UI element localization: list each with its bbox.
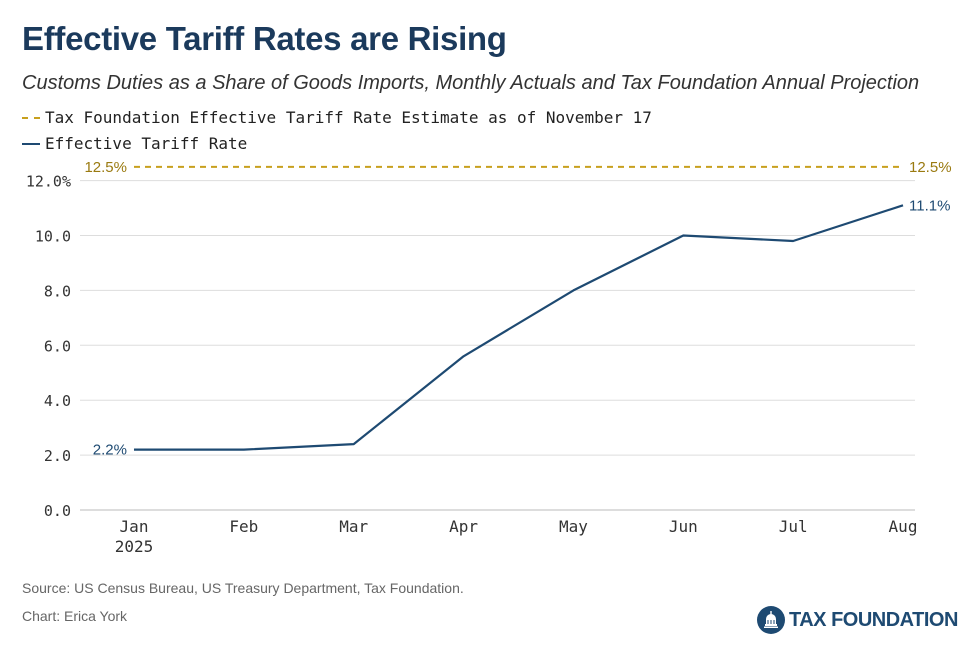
x-tick-label-jul: Jul — [779, 517, 808, 536]
chart-title: Effective Tariff Rates are Rising — [22, 20, 507, 57]
y-tick-label-0: 0.0 — [44, 502, 71, 520]
legend-item-rate: Effective Tariff Rate — [22, 134, 247, 153]
legend-swatch-rate — [22, 142, 40, 145]
chart-credit: Chart: Erica York — [22, 608, 128, 624]
x-tick-label-mar: Mar — [339, 517, 368, 536]
x-tick-label-apr: Apr — [449, 517, 478, 536]
legend-label-rate: Effective Tariff Rate — [45, 134, 248, 153]
x-tick-label-aug: Aug — [889, 517, 918, 536]
x-tick-label-jun: Jun — [669, 517, 698, 536]
x-tick-label-feb: Feb — [229, 517, 258, 536]
y-tick-label-12: 12.0% — [26, 173, 71, 191]
legend-item-estimate: Tax Foundation Effective Tariff Rate Est… — [22, 108, 652, 127]
x-tick-label-jan: Jan — [120, 517, 149, 536]
x-tick-label-may: May — [559, 517, 588, 536]
estimate-label-left: 12.5% — [84, 159, 127, 176]
source-note: Source: US Census Bureau, US Treasury De… — [22, 580, 464, 596]
capitol-dome-icon — [757, 606, 785, 634]
logo-text: TAX FOUNDATION — [789, 608, 958, 631]
y-tick-label-6: 6.0 — [44, 337, 71, 355]
y-tick-label-4: 4.0 — [44, 392, 71, 410]
x-tick-sublabel-year: 2025 — [115, 537, 154, 556]
y-tick-label-10: 10.0 — [35, 228, 71, 246]
legend-swatch-estimate — [22, 116, 40, 119]
y-tick-label-2: 2.0 — [44, 447, 71, 465]
series-line-effective-tariff-rate — [134, 204, 904, 451]
estimate-label-right: 12.5% — [909, 159, 952, 176]
legend-label-estimate: Tax Foundation Effective Tariff Rate Est… — [45, 108, 652, 127]
tax-foundation-logo: TAX FOUNDATION — [757, 606, 958, 634]
data-label-start: 2.2% — [93, 442, 127, 459]
data-label-end: 11.1% — [909, 197, 950, 214]
y-tick-label-8: 8.0 — [44, 282, 71, 300]
chart-subtitle: Customs Duties as a Share of Goods Impor… — [22, 72, 920, 94]
